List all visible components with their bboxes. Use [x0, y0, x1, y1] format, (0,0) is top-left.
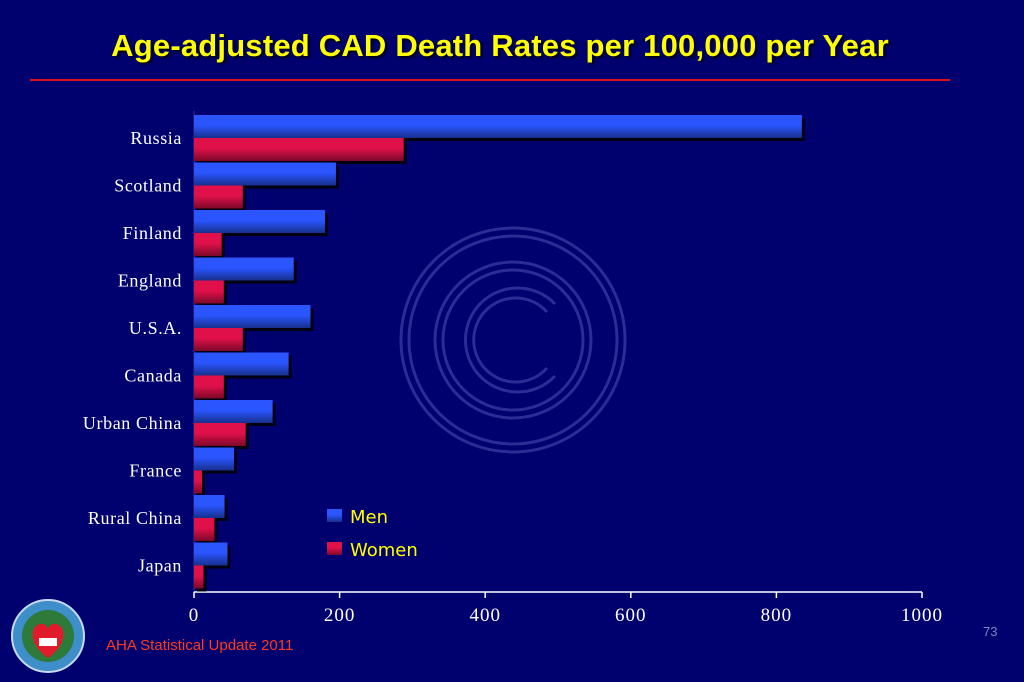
x-tick-label: 1000 — [901, 605, 943, 626]
copyright-watermark-icon — [399, 226, 627, 454]
legend-swatch-men — [327, 509, 342, 522]
source-citation: AHA Statistical Update 2011 — [106, 637, 294, 654]
bar-men-canada — [194, 352, 289, 376]
category-label: Finland — [123, 223, 182, 243]
category-label: Urban China — [83, 413, 182, 433]
bar-women-canada — [194, 375, 224, 399]
bar-women-finland — [194, 233, 222, 256]
bar-men-france — [194, 447, 235, 471]
title-underline — [30, 79, 950, 81]
bar-men-urban-china — [194, 400, 273, 423]
bar-men-russia — [194, 115, 802, 138]
legend: Men Women — [327, 507, 418, 561]
x-tick-label: 200 — [324, 605, 356, 626]
bar-men-rural-china — [194, 495, 225, 518]
category-label: France — [129, 461, 182, 481]
bar-women-urban-china — [194, 423, 246, 446]
category-label: England — [118, 271, 182, 291]
category-labels: Russia Scotland Finland England U.S.A. Canada… — [83, 128, 182, 576]
bar-men-u-s-a — [194, 305, 311, 328]
category-label: Canada — [124, 366, 182, 386]
bar-women-u-s-a — [194, 328, 243, 351]
bar-men-scotland — [194, 162, 336, 186]
bar-women-scotland — [194, 185, 243, 209]
x-tick-label: 800 — [761, 605, 793, 626]
bar-women-rural-china — [194, 518, 215, 541]
category-label: U.S.A. — [129, 318, 182, 338]
bar-men-japan — [194, 542, 228, 566]
page-number: 73 — [983, 624, 998, 639]
x-tick-label: 400 — [469, 605, 501, 626]
x-tick-label: 600 — [615, 605, 647, 626]
legend-label-women: Women — [350, 540, 418, 561]
category-label: Russia — [130, 128, 182, 148]
bar-women-russia — [194, 138, 404, 161]
bar-women-england — [194, 280, 224, 304]
legend-swatch-women — [327, 542, 342, 555]
bar-women-japan — [194, 565, 204, 589]
cadi-research-foundation-logo — [11, 599, 85, 673]
x-tick-label: 0 — [189, 605, 200, 626]
legend-label-men: Men — [350, 507, 388, 528]
category-label: Rural China — [88, 508, 182, 528]
bars — [194, 115, 805, 592]
bar-men-england — [194, 257, 294, 281]
bar-women-france — [194, 470, 203, 494]
slide-title: Age-adjusted CAD Death Rates per 100,000… — [111, 28, 889, 63]
category-label: Scotland — [114, 176, 182, 196]
category-label: Japan — [138, 556, 182, 576]
bar-men-finland — [194, 210, 326, 233]
